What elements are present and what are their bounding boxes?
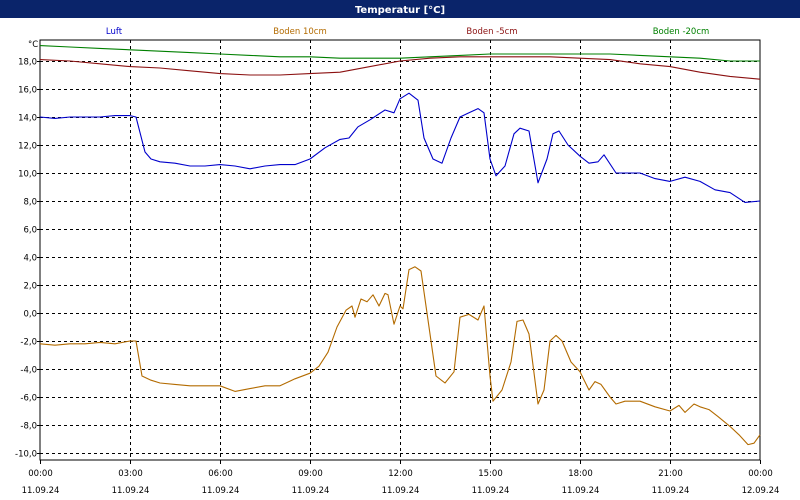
y-tick-label: 10,0	[18, 170, 37, 180]
y-axis: -10,0 -8,0 -6,0 -4,0 -2,0 0,0 2,0 4,0 6,0 8,0 10,0…	[15, 58, 40, 460]
y-tick-label: -2,0	[20, 338, 37, 348]
legend: Luft Boden 10cm Boden -5cm Boden -20cm	[106, 27, 709, 37]
y-tick-label: 12,0	[18, 142, 37, 152]
grid	[40, 40, 760, 460]
x-tick-date: 11.09.24	[202, 486, 240, 496]
x-tick-date: 11.09.24	[652, 486, 690, 496]
x-tick-date: 12.09.24	[742, 486, 780, 496]
x-tick-time: 00:00	[748, 469, 773, 479]
x-tick-date: 11.09.24	[562, 486, 600, 496]
y-tick-label: -8,0	[20, 422, 37, 432]
x-tick-time: 15:00	[478, 469, 503, 479]
y-tick-label: 4,0	[23, 254, 37, 264]
x-tick-time: 03:00	[118, 469, 143, 479]
series-line	[39, 56, 761, 80]
y-tick-label: 14,0	[18, 114, 37, 124]
y-tick-label: -4,0	[20, 366, 37, 376]
x-tick-time: 21:00	[658, 469, 683, 479]
y-tick-label: -6,0	[20, 394, 37, 404]
x-tick-time: 09:00	[298, 469, 323, 479]
legend-item: Boden 10cm	[273, 27, 327, 37]
series-line	[39, 45, 760, 62]
chart-title: Temperatur [°C]	[355, 5, 445, 16]
series-group	[39, 45, 761, 446]
y-tick-label: 6,0	[23, 226, 37, 236]
legend-item: Boden -5cm	[466, 27, 517, 37]
title-bar	[0, 0, 800, 18]
y-tick-label: 16,0	[18, 86, 37, 96]
series-line	[39, 92, 761, 203]
x-tick-date: 11.09.24	[382, 486, 420, 496]
x-tick-time: 00:00	[28, 469, 53, 479]
y-tick-label: 8,0	[23, 198, 37, 208]
x-tick-time: 06:00	[208, 469, 233, 479]
legend-item: Boden -20cm	[653, 27, 710, 37]
x-axis: 00:00 11.09.24 03:00 11.09.24 06:00 11.09.24 0…	[22, 460, 780, 496]
series-line	[39, 266, 761, 446]
x-tick-date: 11.09.24	[472, 486, 510, 496]
x-tick-date: 11.09.24	[292, 486, 330, 496]
x-tick-time: 12:00	[388, 469, 413, 479]
y-unit-label: °C	[28, 40, 38, 50]
y-tick-label: -10,0	[15, 450, 37, 460]
x-tick-date: 11.09.24	[22, 486, 60, 496]
y-tick-label: 0,0	[23, 310, 37, 320]
y-tick-label: 18,0	[18, 58, 37, 68]
x-tick-date: 11.09.24	[112, 486, 150, 496]
x-tick-time: 18:00	[568, 469, 593, 479]
legend-item: Luft	[106, 27, 123, 37]
y-tick-label: 2,0	[23, 282, 37, 292]
